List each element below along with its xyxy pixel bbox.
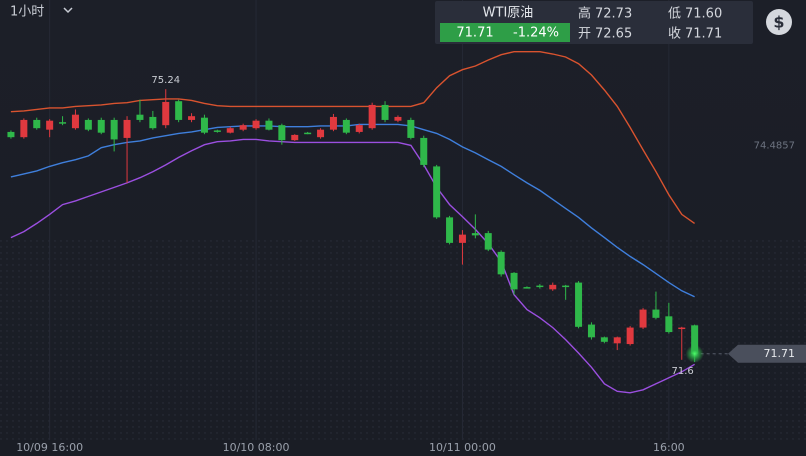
price-box	[440, 23, 570, 42]
candle-body	[188, 116, 196, 120]
x-tick-label: 10/10 08:00	[223, 441, 290, 454]
candle-body	[587, 324, 595, 338]
last-price-glow	[685, 344, 704, 363]
candle-body	[7, 131, 15, 138]
last-price-tag	[728, 344, 806, 363]
high-label: 高	[578, 6, 591, 22]
open-label: 开	[578, 27, 591, 42]
candle-body	[471, 233, 479, 236]
candle-body	[304, 132, 312, 135]
band-line	[10, 123, 695, 298]
x-tick-label: 10/09 16:00	[16, 441, 83, 454]
candle-body	[484, 233, 492, 250]
candle-body	[652, 309, 660, 318]
candle-body	[342, 119, 350, 133]
candle-body	[549, 284, 557, 290]
candle-body	[691, 325, 699, 354]
candle-body	[433, 166, 441, 218]
candle-body	[613, 337, 621, 344]
candle-body	[523, 287, 531, 289]
candle-body	[317, 129, 325, 138]
candle-body	[407, 119, 415, 138]
candle-body	[239, 125, 247, 130]
candle-body	[200, 117, 208, 133]
candle-body	[213, 130, 221, 132]
x-tick-label: 10/11 00:00	[429, 441, 496, 454]
high-annotation: 75.24	[151, 75, 180, 86]
candle-body	[162, 101, 170, 126]
interval[interactable]: 1小时	[10, 5, 44, 20]
candle-body	[562, 285, 570, 288]
candle-body	[639, 309, 647, 328]
price: 71.71	[456, 26, 493, 41]
candle-body	[536, 285, 544, 288]
high: 72.73	[595, 7, 632, 22]
change: -1.24%	[513, 26, 559, 41]
low-label: 低	[668, 7, 681, 22]
candle-body	[149, 116, 157, 129]
band-line	[10, 138, 695, 394]
close-label: 收	[668, 27, 681, 42]
candle-body	[381, 104, 389, 120]
open: 72.65	[595, 27, 632, 42]
candle-body	[97, 119, 105, 133]
candle-body	[458, 234, 466, 243]
candle-body	[446, 217, 454, 243]
band-line	[10, 51, 696, 224]
ref-level-label: 74.4857	[754, 141, 795, 152]
candle-body	[329, 116, 337, 130]
symbol: WTI原油	[483, 6, 534, 21]
low: 71.60	[685, 7, 722, 22]
low-annotation: 71.6	[672, 366, 694, 377]
candle-body	[394, 116, 402, 121]
candle-body	[46, 120, 54, 130]
candle-body	[265, 120, 273, 130]
candle-body	[252, 120, 260, 129]
candle-body	[665, 316, 673, 333]
x-tick-label: 16:00	[653, 441, 685, 454]
candle-body	[84, 119, 92, 130]
candle-body	[123, 119, 131, 138]
dot-pattern	[0, 240, 806, 440]
candle-body	[59, 122, 67, 124]
candle-body	[278, 125, 286, 141]
candle-body	[600, 337, 608, 342]
candle-body	[136, 114, 144, 120]
dropdown-arrow[interactable]	[63, 7, 73, 14]
candle-body	[497, 251, 505, 275]
candle-body	[626, 327, 634, 345]
candle-body	[110, 119, 118, 140]
candle-body	[226, 128, 234, 133]
candle-body	[291, 134, 299, 141]
candle-body	[33, 119, 41, 129]
candle-body	[678, 327, 686, 330]
currency-icon[interactable]: $	[773, 13, 784, 32]
currency-button[interactable]	[766, 9, 792, 35]
last-price-label: 71.71	[764, 347, 796, 360]
candle-body	[420, 137, 428, 165]
candle-body	[510, 272, 518, 290]
candle-body	[175, 101, 183, 120]
candle-body	[20, 119, 28, 138]
candle-body	[355, 125, 363, 132]
close: 71.71	[685, 27, 722, 42]
candle-body	[71, 114, 79, 129]
candle-body	[368, 104, 376, 129]
candle-body	[575, 282, 583, 327]
